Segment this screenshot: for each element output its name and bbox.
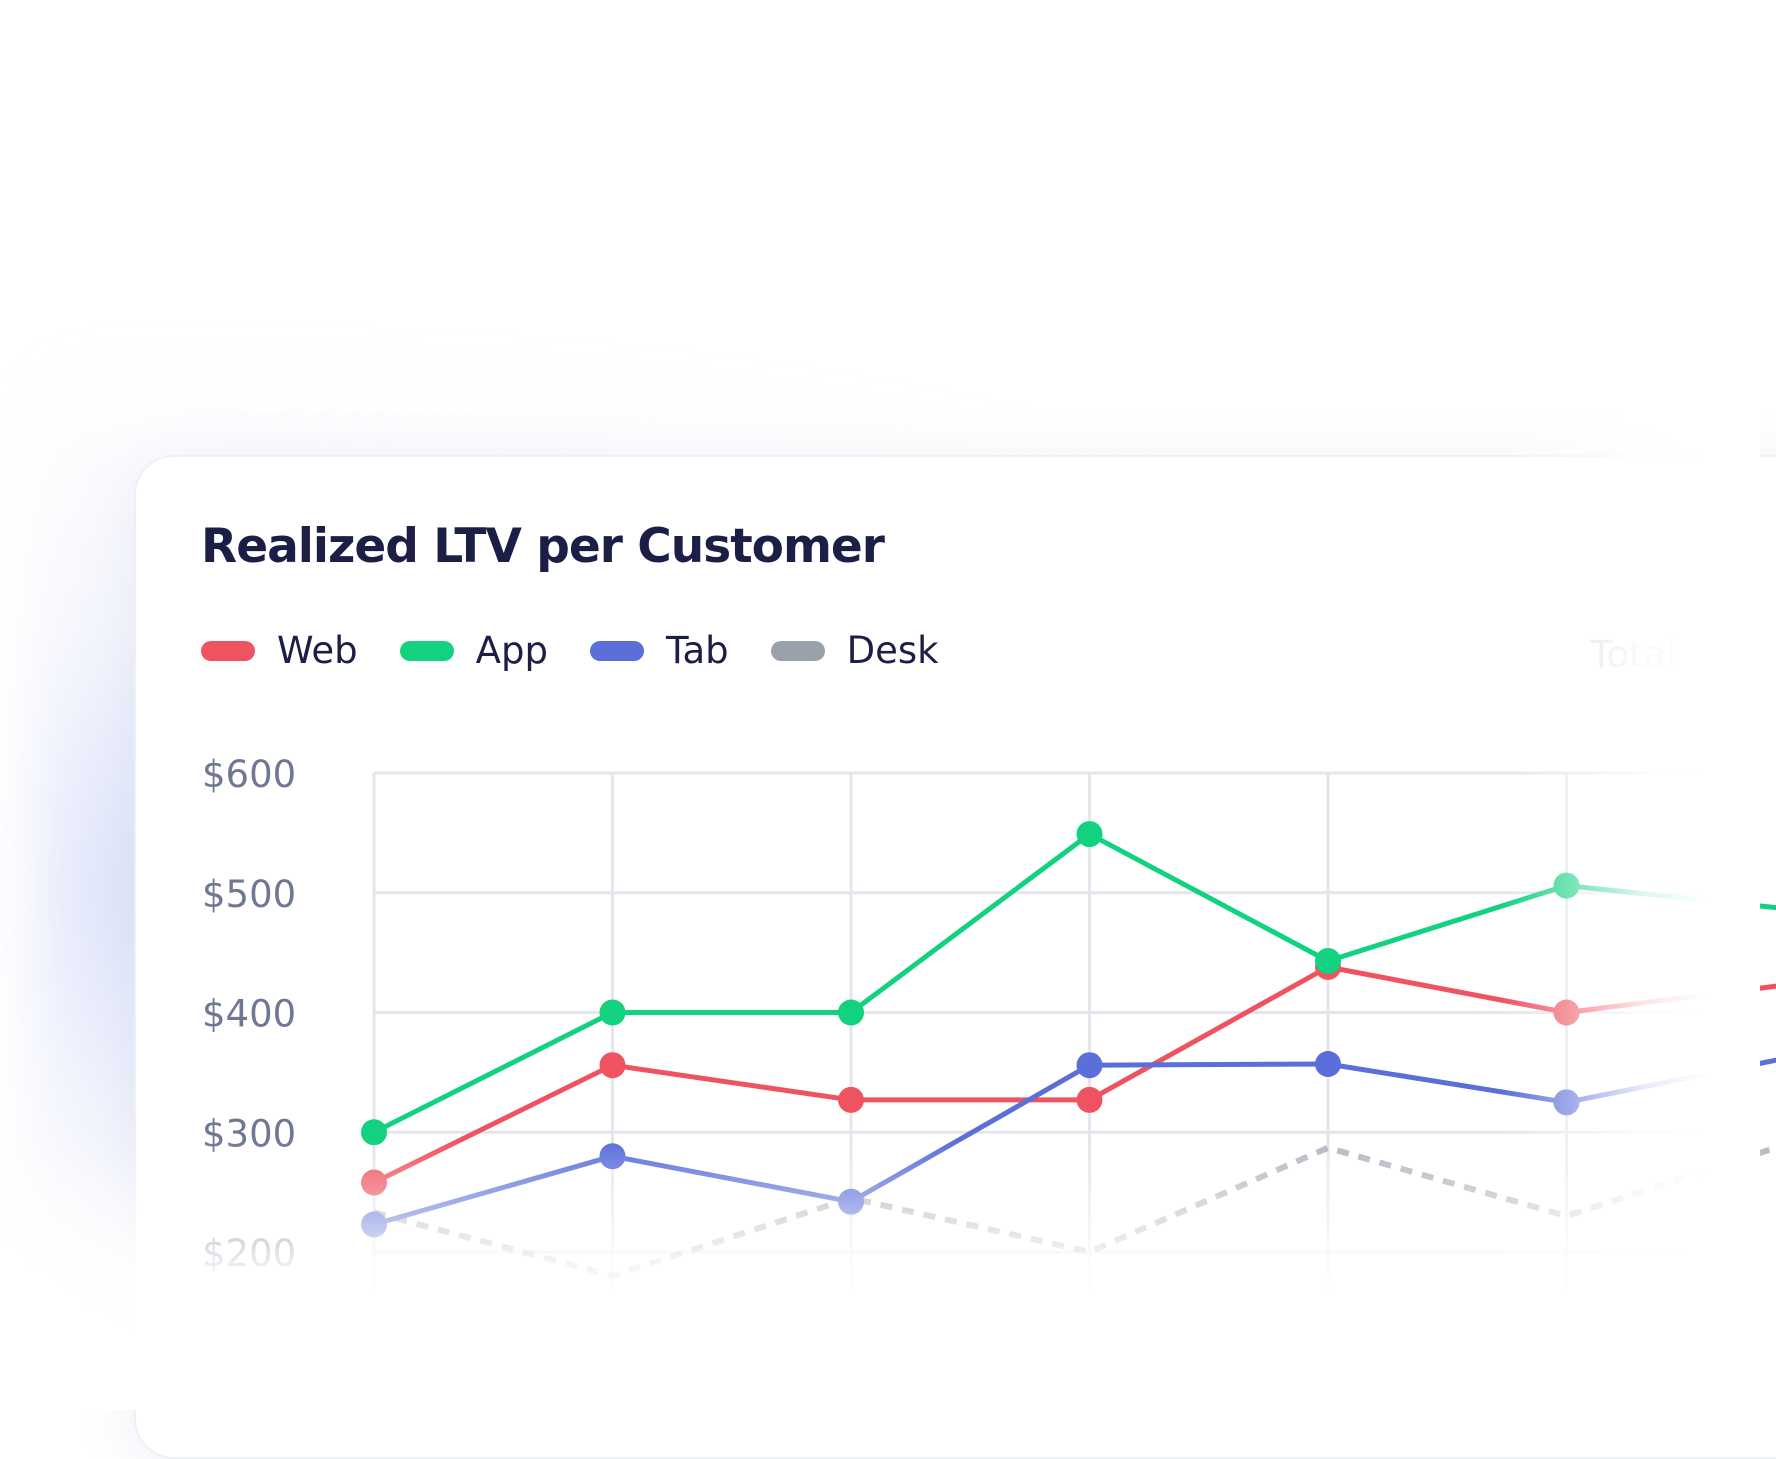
data-point-app-5[interactable] <box>1315 948 1341 975</box>
data-point-web-2[interactable] <box>599 1052 626 1079</box>
legend-label-tab: Tab <box>665 629 729 672</box>
data-point-app-4[interactable] <box>1076 821 1103 848</box>
legend-item-desk[interactable]: Desk <box>770 629 939 672</box>
data-point-tab-3[interactable] <box>838 1188 864 1215</box>
data-point-tab-2[interactable] <box>599 1143 626 1170</box>
legend-swatch-web <box>201 640 255 661</box>
data-point-tab-6[interactable] <box>1553 1089 1580 1116</box>
data-point-tab-1[interactable] <box>361 1211 387 1238</box>
data-point-app-6[interactable] <box>1553 872 1580 899</box>
data-point-web-6[interactable] <box>1553 999 1580 1026</box>
series-layer <box>361 821 1776 1279</box>
data-point-app-1[interactable] <box>361 1119 387 1146</box>
legend-item-tab[interactable]: Tab <box>589 629 729 672</box>
chart-title: Realized LTV per Customer <box>201 519 885 574</box>
data-point-web-3[interactable] <box>838 1086 864 1113</box>
legend-swatch-desk <box>770 640 825 661</box>
legend-label-app: App <box>475 629 548 672</box>
data-point-app-3[interactable] <box>838 999 864 1026</box>
line-chart: $600 $500 $400 $300 $200 <box>202 753 1776 1290</box>
y-tick-label-300: $300 <box>202 1112 296 1155</box>
series-tab <box>361 1050 1776 1238</box>
data-point-tab-4[interactable] <box>1076 1052 1103 1079</box>
data-point-web-4[interactable] <box>1076 1086 1103 1113</box>
data-point-tab-5[interactable] <box>1315 1050 1341 1077</box>
y-axis-ticks: $600 $500 $400 $300 $200 <box>202 753 296 1275</box>
legend-item-app[interactable]: App <box>399 629 548 672</box>
legend-label-web: Web <box>277 629 358 672</box>
legend-label-desk: Desk <box>846 629 939 672</box>
y-tick-label-200: $200 <box>202 1232 296 1275</box>
data-point-app-2[interactable] <box>599 999 626 1026</box>
legend-swatch-app <box>399 640 454 661</box>
legend-swatch-tab <box>589 640 644 661</box>
data-point-web-1[interactable] <box>361 1169 387 1196</box>
y-tick-label-600: $600 <box>202 753 296 796</box>
grid-layer <box>372 771 1700 1290</box>
y-tick-label-400: $400 <box>202 993 296 1036</box>
y-tick-label-500: $500 <box>202 873 296 916</box>
legend-item-web[interactable]: Web <box>201 629 358 672</box>
chart-legend: Web App Tab Desk <box>201 629 939 672</box>
